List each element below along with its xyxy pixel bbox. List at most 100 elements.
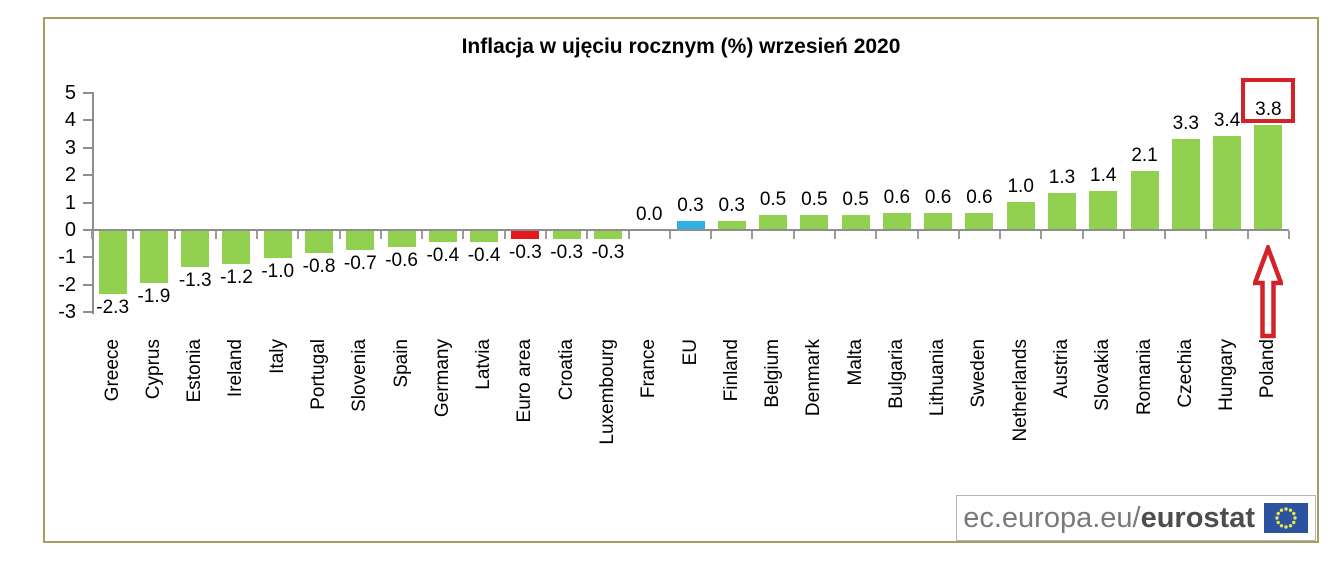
value-label-malta: 0.5 xyxy=(842,189,869,211)
x-tick xyxy=(1246,231,1249,239)
y-tick xyxy=(83,174,92,177)
x-tick xyxy=(91,231,93,239)
category-label-ireland: Ireland xyxy=(225,339,247,398)
bar-ireland xyxy=(222,231,251,264)
bar-spain xyxy=(387,231,416,248)
x-tick xyxy=(421,231,424,239)
poland-arrow-icon xyxy=(1252,241,1285,339)
bar-euro-area xyxy=(511,231,540,240)
x-tick xyxy=(1288,231,1290,239)
x-tick xyxy=(751,231,754,239)
x-tick xyxy=(710,231,713,239)
y-tick xyxy=(83,311,92,314)
value-label-latvia: -0.4 xyxy=(467,244,501,266)
y-tick xyxy=(83,119,92,122)
bar-italy xyxy=(263,231,292,259)
category-label-austria: Austria xyxy=(1050,339,1072,399)
bar-denmark xyxy=(800,215,829,229)
bar-slovakia xyxy=(1089,190,1118,229)
category-label-hungary: Hungary xyxy=(1216,339,1238,411)
x-tick xyxy=(586,231,589,239)
y-tick xyxy=(83,201,92,204)
category-label-slovakia: Slovakia xyxy=(1092,339,1114,411)
value-label-germany: -0.4 xyxy=(426,244,460,266)
x-tick xyxy=(875,231,878,239)
y-tick xyxy=(83,283,92,286)
value-label-bulgaria: 0.6 xyxy=(883,186,911,208)
logo-brand-text: eurostat xyxy=(1140,501,1255,534)
y-tick-label: -2 xyxy=(58,273,76,296)
y-tick-label: 3 xyxy=(64,136,76,159)
category-label-germany: Germany xyxy=(431,339,453,418)
y-tick-label: -1 xyxy=(58,246,76,269)
category-label-lithuania: Lithuania xyxy=(927,339,949,417)
category-label-italy: Italy xyxy=(266,339,288,374)
bar-estonia xyxy=(181,231,210,267)
value-label-estonia: -1.3 xyxy=(178,269,212,291)
bar-sweden xyxy=(965,212,994,229)
bar-greece xyxy=(98,231,127,295)
x-tick xyxy=(503,231,506,239)
bar-luxembourg xyxy=(593,231,622,240)
value-label-luxembourg: -0.3 xyxy=(591,242,625,264)
bar-croatia xyxy=(552,231,581,240)
value-label-sweden: 0.6 xyxy=(966,186,993,208)
category-label-malta: Malta xyxy=(844,339,866,386)
category-label-slovenia: Slovenia xyxy=(349,339,371,412)
y-tick xyxy=(83,146,92,149)
bar-austria xyxy=(1047,193,1076,229)
plot-area: 5 4 3 2 1 0 -1 -2 -3 -2.3 Greece -1.9 Cyprus -1.3 Esto… xyxy=(58,77,1296,445)
chart-title: Inflacja w ujęciu rocznym (%) wrzesień 2… xyxy=(461,35,901,58)
bar-cyprus xyxy=(139,231,168,284)
category-label-sweden: Sweden xyxy=(968,339,990,408)
x-tick xyxy=(1040,231,1043,239)
x-tick xyxy=(297,231,300,239)
value-label-czechia: 3.3 xyxy=(1172,112,1199,134)
value-label-croatia: -0.3 xyxy=(550,242,584,264)
x-axis-line xyxy=(92,229,1289,231)
x-tick xyxy=(132,231,135,239)
x-tick xyxy=(833,231,836,239)
y-tick xyxy=(83,229,92,231)
category-label-greece: Greece xyxy=(101,339,123,402)
chart-frame: Inflacja w ujęciu rocznym (%) wrzesień 2… xyxy=(43,17,1319,543)
y-tick-label: 5 xyxy=(64,82,76,104)
x-tick xyxy=(379,231,382,239)
x-tick xyxy=(627,231,630,239)
category-label-eu: EU xyxy=(679,339,701,366)
logo-url-text: ec.europa.eu/ xyxy=(963,501,1141,534)
bar-eu xyxy=(676,220,705,229)
x-tick xyxy=(214,231,217,239)
category-label-latvia: Latvia xyxy=(473,339,495,390)
category-label-romania: Romania xyxy=(1133,339,1155,416)
category-label-euro-area: Euro area xyxy=(514,339,536,423)
bar-belgium xyxy=(759,215,788,229)
bar-germany xyxy=(428,231,457,242)
eurostat-logo: ec.europa.eu/eurostat xyxy=(956,495,1316,541)
y-tick xyxy=(83,256,92,259)
category-label-croatia: Croatia xyxy=(555,339,577,401)
value-label-cyprus: -1.9 xyxy=(137,286,171,308)
bar-latvia xyxy=(470,231,499,242)
category-label-estonia: Estonia xyxy=(184,339,206,403)
bar-finland xyxy=(717,220,746,229)
category-label-poland: Poland xyxy=(1257,339,1279,399)
value-label-netherlands: 1.0 xyxy=(1007,175,1034,197)
category-label-cyprus: Cyprus xyxy=(142,339,164,400)
value-label-italy: -1.0 xyxy=(261,261,295,283)
y-tick-label: 1 xyxy=(64,191,76,214)
poland-highlight-box xyxy=(1241,77,1296,123)
bar-slovenia xyxy=(346,231,375,251)
bar-czechia xyxy=(1171,138,1200,229)
x-tick xyxy=(999,231,1002,239)
x-tick xyxy=(1122,231,1125,239)
category-label-finland: Finland xyxy=(720,339,742,402)
value-label-romania: 2.1 xyxy=(1131,145,1158,167)
category-label-portugal: Portugal xyxy=(308,339,330,410)
bar-portugal xyxy=(305,231,334,253)
bar-malta xyxy=(841,215,870,229)
value-label-denmark: 0.5 xyxy=(801,189,828,211)
x-tick xyxy=(957,231,960,239)
bar-romania xyxy=(1130,171,1159,229)
value-label-eu: 0.3 xyxy=(677,194,704,216)
